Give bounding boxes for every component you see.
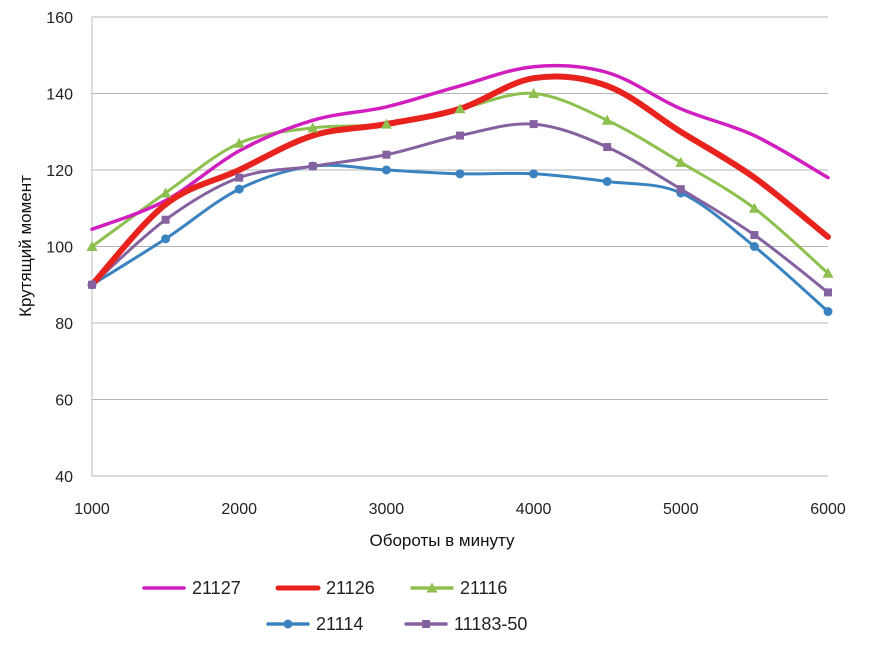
legend-label: 21127 xyxy=(192,578,241,598)
data-point-11183-50 xyxy=(750,231,759,240)
data-point-21116 xyxy=(601,114,613,125)
data-point-21114 xyxy=(602,176,612,186)
data-point-21116 xyxy=(675,156,687,167)
legend-label: 21126 xyxy=(326,578,375,598)
data-point-21116 xyxy=(233,137,245,148)
y-tick-label: 120 xyxy=(46,163,73,180)
data-point-21116 xyxy=(748,202,760,213)
data-point-21114 xyxy=(455,169,465,179)
y-tick-label: 80 xyxy=(55,316,73,333)
data-point-11183-50 xyxy=(603,143,612,152)
data-point-11183-50 xyxy=(529,120,538,129)
y-tick-label: 160 xyxy=(46,10,73,27)
y-tick-label: 40 xyxy=(55,469,73,486)
data-point-21116 xyxy=(454,103,466,114)
legend-label: 11183-50 xyxy=(454,614,527,634)
x-tick-label: 4000 xyxy=(516,501,552,518)
legend: 21127 21126 21116 21114 11183-50 xyxy=(142,578,527,634)
data-point-11183-50 xyxy=(456,131,464,140)
x-tick-label: 5000 xyxy=(663,501,699,518)
data-point-21116 xyxy=(528,88,540,98)
data-point-11183-50 xyxy=(235,173,244,182)
data-point-21114 xyxy=(823,307,833,317)
legend-marker-21114 xyxy=(283,619,293,629)
data-point-11183-50 xyxy=(676,185,685,194)
legend-item-21126: 21126 xyxy=(275,578,375,598)
series-line-11183-50 xyxy=(90,122,830,294)
legend-item-21114: 21114 xyxy=(266,614,363,634)
data-point-11183-50 xyxy=(88,280,96,289)
data-point-21116 xyxy=(160,187,172,198)
x-tick-label: 1000 xyxy=(74,501,110,518)
x-tick-label: 2000 xyxy=(221,501,257,518)
data-point-11183-50 xyxy=(382,150,391,159)
legend-marker-21116 xyxy=(426,582,438,593)
legend-item-21127: 21127 xyxy=(142,578,241,598)
data-point-21114 xyxy=(529,169,539,179)
data-point-21114 xyxy=(749,242,759,251)
data-point-21114 xyxy=(161,234,171,244)
data-point-21116 xyxy=(86,241,98,251)
data-point-11183-50 xyxy=(308,162,317,171)
legend-item-21116: 21116 xyxy=(410,578,507,598)
y-tick-labels: 40 60 80 100 120 140 160 xyxy=(46,10,73,486)
legend-marker-11183-50 xyxy=(422,620,430,628)
data-point-21114 xyxy=(234,184,244,194)
x-tick-labels: 1000 2000 3000 4000 5000 6000 xyxy=(74,501,846,518)
series-lines xyxy=(89,63,831,313)
legend-item-11183-50: 11183-50 xyxy=(404,614,527,634)
legend-label: 21116 xyxy=(460,578,507,598)
data-point-21116 xyxy=(307,122,319,133)
y-tick-label: 60 xyxy=(55,393,73,410)
series-markers xyxy=(86,88,834,317)
x-axis-title: Обороты в минуту xyxy=(370,531,515,550)
data-point-11183-50 xyxy=(824,288,832,297)
y-axis-title: Крутящий момент xyxy=(16,175,35,317)
data-point-21116 xyxy=(822,267,834,278)
data-point-11183-50 xyxy=(161,215,170,224)
legend-label: 21114 xyxy=(316,614,363,634)
data-point-21114 xyxy=(381,165,391,175)
data-point-21116 xyxy=(380,118,392,129)
y-tick-label: 140 xyxy=(46,87,73,104)
x-tick-label: 3000 xyxy=(369,501,405,518)
series-line-21127 xyxy=(90,63,830,232)
y-tick-label: 100 xyxy=(46,240,73,257)
x-tick-label: 6000 xyxy=(810,501,846,518)
